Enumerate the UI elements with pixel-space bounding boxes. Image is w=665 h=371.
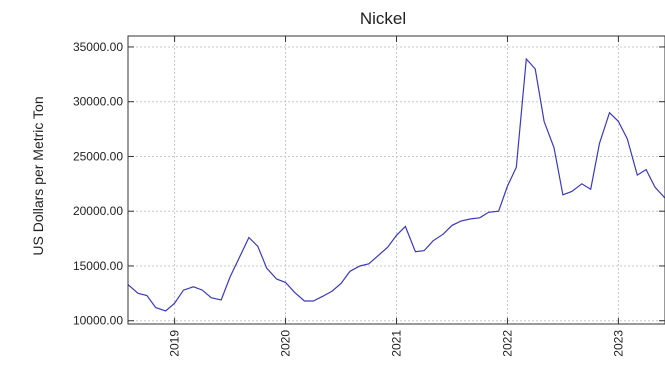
y-tick-label: 30000.00 [73, 95, 123, 109]
x-tick-labels: 2019 2020 2021 2022 2023 [168, 330, 626, 357]
grid-lines [128, 36, 665, 324]
series-layer [127, 57, 665, 312]
y-tick-label: 20000.00 [73, 204, 123, 218]
x-tick-label: 2019 [168, 330, 182, 357]
x-tick-label: 2021 [390, 330, 404, 357]
y-tick-label: 10000.00 [73, 314, 123, 328]
x-tick-label: 2023 [611, 330, 625, 357]
y-tick-labels: 10000.00 15000.00 20000.00 25000.00 30000.00… [73, 40, 123, 328]
y-tick-label: 15000.00 [73, 259, 123, 273]
y-axis-label: US Dollars per Metric Ton [30, 96, 46, 255]
axis-ticks [128, 36, 665, 324]
chart-title: Nickel [360, 9, 406, 28]
y-tick-label: 25000.00 [73, 149, 123, 163]
y-tick-label: 35000.00 [73, 40, 123, 54]
plot-frame [127, 35, 665, 325]
x-tick-label: 2020 [279, 330, 293, 357]
nickel-price-line [127, 57, 665, 312]
x-tick-label: 2022 [500, 330, 514, 357]
